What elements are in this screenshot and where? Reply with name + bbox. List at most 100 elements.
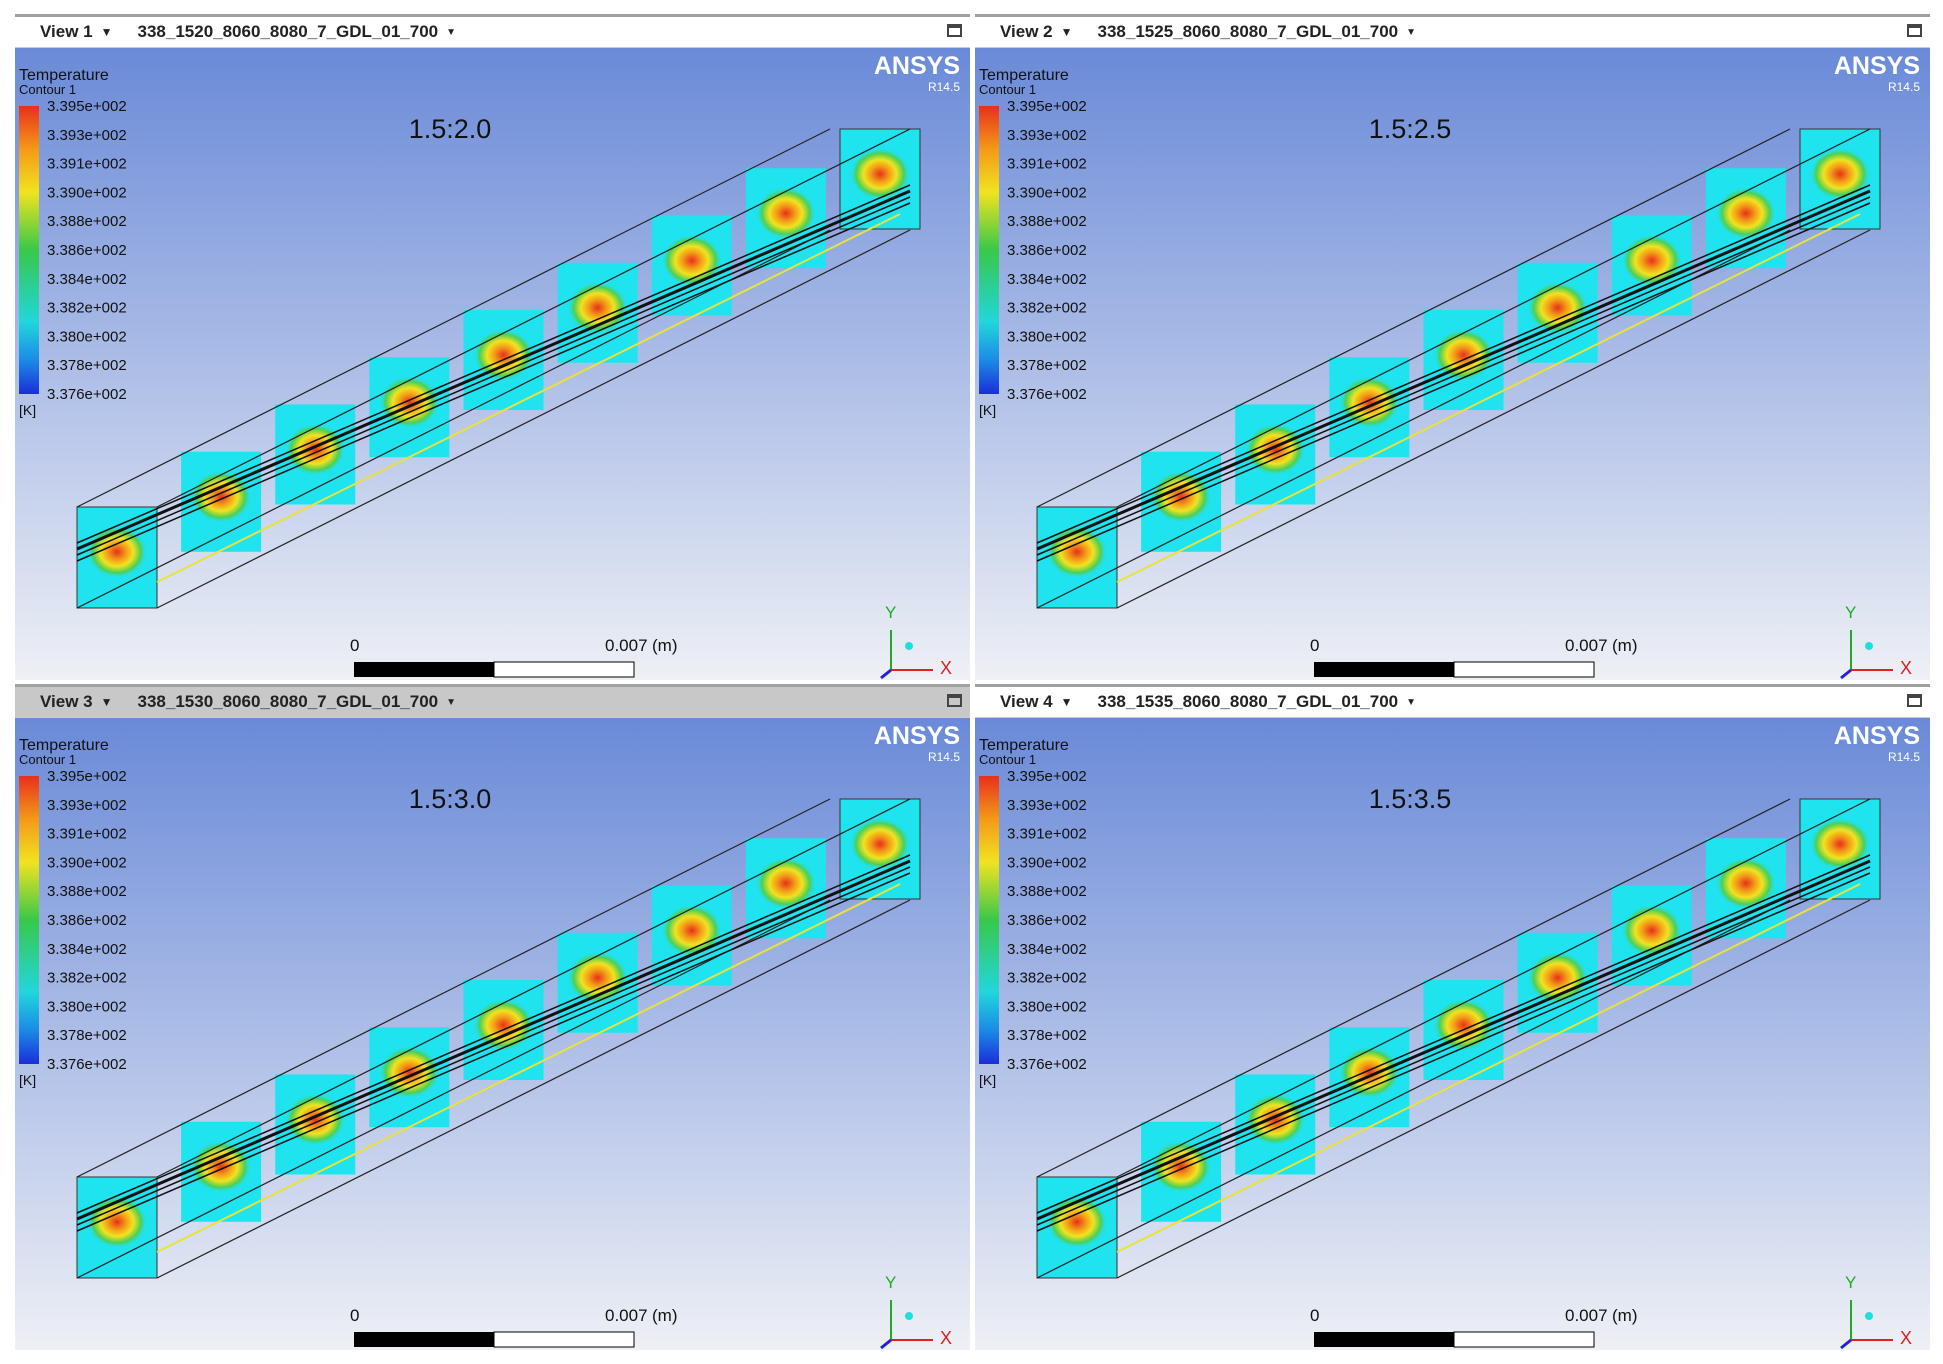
axis-x-label: X (940, 1328, 952, 1348)
maximize-button[interactable] (1907, 694, 1922, 707)
model (1036, 128, 1881, 609)
hot-spot (567, 951, 628, 1004)
brand: ANSYS (1834, 52, 1920, 80)
view-selector[interactable]: View 4 (1000, 692, 1053, 711)
scale-bar-light (493, 661, 635, 678)
axis-y-label: Y (885, 1273, 896, 1292)
box-edge (76, 798, 831, 1178)
scale-unit: (m) (1612, 636, 1637, 655)
channel-line (1116, 213, 1861, 583)
file-selector[interactable]: 338_1525_8060_8080_7_GDL_01_700 (1097, 22, 1399, 41)
scale-bar-light (1453, 661, 1595, 678)
legend-label: 3.380e+002 (1007, 998, 1087, 1015)
channel-line (76, 196, 911, 556)
legend-label: 3.393e+002 (1007, 797, 1087, 814)
hot-spot (285, 1093, 346, 1146)
hot-spot (473, 329, 534, 381)
legend-label: 3.386e+002 (47, 912, 127, 929)
file-selector[interactable]: 338_1520_8060_8080_7_GDL_01_700 (137, 22, 439, 41)
hot-spot (473, 999, 534, 1051)
legend-unit: [K] (19, 402, 36, 418)
maximize-button[interactable] (1907, 24, 1922, 37)
hot-spot (1621, 904, 1682, 957)
scale-bar-dark (354, 1332, 494, 1347)
maximize-button[interactable] (947, 24, 962, 37)
channel-line (1036, 196, 1871, 556)
hot-spot (850, 148, 910, 200)
axis-y-label: Y (1845, 1273, 1856, 1292)
dropdown-arrow[interactable]: ▼ (446, 26, 457, 38)
axis-z (880, 1338, 892, 1350)
view-selector[interactable]: View 3 (40, 692, 93, 711)
scale-unit: (m) (652, 636, 677, 655)
legend-label: 3.380e+002 (47, 328, 127, 345)
legend-label: 3.384e+002 (1007, 941, 1087, 958)
dropdown-arrow[interactable]: ▼ (446, 696, 457, 708)
view-header: View 1 ▼ 338_1520_8060_8080_7_GDL_01_700 ▼ (15, 17, 970, 48)
channel-line (1036, 854, 1871, 1214)
scale-end: 0.007 (1565, 1306, 1608, 1325)
brand: ANSYS (1834, 722, 1920, 750)
box-edge (156, 798, 911, 1178)
legend-subtitle: Contour 1 (19, 752, 76, 767)
view-selector[interactable]: View 1 (40, 22, 93, 41)
dropdown-arrow[interactable]: ▼ (1406, 696, 1417, 708)
dropdown-arrow[interactable]: ▼ (1406, 26, 1417, 38)
hot-spot (1151, 1140, 1212, 1193)
view-header: View 3 ▼ 338_1530_8060_8080_7_GDL_01_700 ▼ (15, 687, 970, 718)
dropdown-arrow[interactable]: ▼ (100, 25, 113, 39)
axis-x-label: X (940, 658, 952, 678)
view-panel: View 4 ▼ 338_1535_8060_8080_7_GDL_01_700 ▼ … (975, 684, 1930, 1350)
legend-label: 3.376e+002 (47, 386, 127, 403)
axis-marker (1865, 1312, 1873, 1320)
hot-spot (87, 526, 147, 578)
legend-unit: [K] (979, 402, 996, 418)
view-selector[interactable]: View 2 (1000, 22, 1053, 41)
box-edge (1036, 798, 1791, 1178)
legend-label: 3.388e+002 (47, 213, 127, 230)
brand-version: R14.5 (928, 750, 960, 764)
legend-title: Temperature (979, 737, 1069, 754)
hot-spot (567, 281, 628, 334)
model (1036, 798, 1881, 1279)
color-bar (979, 106, 999, 394)
ratio-label: 1.5:3.5 (1369, 784, 1452, 814)
legend-label: 3.390e+002 (1007, 854, 1087, 871)
legend-title: Temperature (19, 67, 109, 84)
box-edge (76, 128, 831, 508)
legend-label: 3.391e+002 (47, 826, 127, 843)
hot-spot (1245, 1093, 1306, 1146)
channel-line (76, 854, 911, 1214)
legend-label: 3.378e+002 (47, 1027, 127, 1044)
dropdown-arrow[interactable]: ▼ (1060, 25, 1073, 39)
legend-label: 3.386e+002 (1007, 912, 1087, 929)
legend-label: 3.378e+002 (1007, 1027, 1087, 1044)
box-edge (1036, 128, 1791, 508)
file-selector[interactable]: 338_1535_8060_8080_7_GDL_01_700 (1097, 692, 1399, 711)
hot-spot (1047, 1196, 1107, 1248)
box-edge (156, 229, 911, 609)
legend-label: 3.393e+002 (1007, 127, 1087, 144)
scale-bar-light (493, 1331, 635, 1348)
file-selector[interactable]: 338_1530_8060_8080_7_GDL_01_700 (137, 692, 439, 711)
box-edge (156, 128, 911, 508)
dropdown-arrow[interactable]: ▼ (1060, 695, 1073, 709)
box-edge (1116, 899, 1871, 1279)
maximize-button[interactable] (947, 694, 962, 707)
box-edge (1036, 899, 1791, 1279)
scale-start: 0 (1310, 636, 1319, 655)
hot-spot (1339, 376, 1400, 429)
channel-line (76, 202, 911, 562)
dropdown-arrow[interactable]: ▼ (100, 695, 113, 709)
channel-line (76, 866, 911, 1226)
hot-spot (1047, 526, 1107, 578)
hot-spot (850, 818, 910, 870)
legend-label: 3.378e+002 (1007, 357, 1087, 374)
box-edge (156, 899, 911, 1279)
ratio-label: 1.5:3.0 (409, 784, 492, 814)
color-bar (19, 776, 39, 1064)
scale-start: 0 (1310, 1306, 1319, 1325)
brand-version: R14.5 (928, 80, 960, 94)
